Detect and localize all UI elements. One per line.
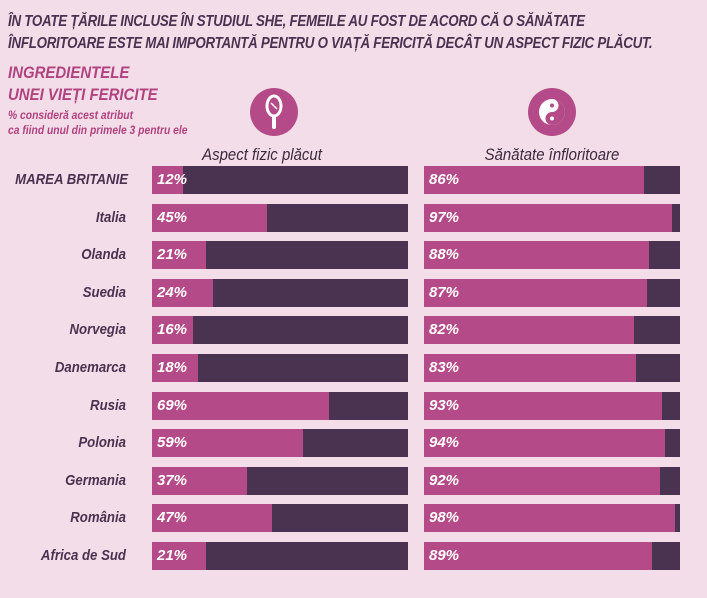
data-label: 69% — [157, 396, 188, 414]
headline: ÎN TOATE ȚĂRILE INCLUSE ÎN STUDIUL SHE, … — [8, 11, 653, 55]
country-label: Germania — [65, 471, 126, 489]
bar-track: 98% — [424, 504, 680, 533]
column-header-aspect: Aspect fizic plăcut — [202, 145, 322, 164]
bar-track: 37% — [152, 466, 408, 495]
bar-fill — [152, 542, 206, 570]
bar-track: 59% — [152, 429, 408, 458]
yin-yang-icon — [528, 88, 576, 136]
bar-fill — [424, 542, 652, 570]
column-header-sanatate: Sănătate înfloritoare — [484, 145, 620, 164]
data-label: 83% — [429, 359, 460, 376]
data-label: 88% — [429, 246, 460, 264]
bar-fill — [152, 166, 183, 194]
bar-fill — [152, 241, 206, 270]
country-label: România — [70, 509, 126, 527]
bar-track: 18% — [152, 354, 408, 382]
data-label: 87% — [429, 283, 460, 301]
country-label: MAREA BRITANIE — [15, 171, 129, 188]
bar-fill — [424, 354, 637, 382]
data-label: 97% — [429, 208, 460, 226]
data-label: 21% — [157, 547, 188, 564]
data-label: 12% — [157, 171, 188, 188]
subtitle: INGREDIENTELE UNEI VIEȚI FERICITE — [8, 62, 158, 106]
data-label: 18% — [157, 359, 188, 376]
bar-track: 47% — [152, 504, 408, 533]
country-label: Italia — [95, 208, 126, 226]
data-label: 86% — [429, 171, 460, 188]
bar-fill — [424, 391, 663, 420]
bar-fill — [424, 504, 675, 533]
data-label: 89% — [429, 547, 460, 564]
bar-track: 16% — [152, 316, 408, 345]
bar-track: 21% — [152, 241, 408, 270]
bar-fill — [424, 429, 665, 458]
data-label: 82% — [429, 321, 460, 339]
bar-fill — [152, 203, 268, 232]
bar-fill — [152, 429, 304, 458]
bar-track: 89% — [424, 542, 680, 570]
data-label: 94% — [429, 434, 460, 452]
bar-fill — [152, 504, 273, 533]
bar-fill — [424, 166, 645, 194]
bar-fill — [424, 316, 634, 345]
bar-track: 21% — [152, 542, 408, 570]
data-label: 92% — [429, 471, 460, 489]
data-label: 47% — [157, 509, 188, 527]
country-label: Suedia — [82, 283, 126, 301]
bar-fill — [152, 278, 214, 307]
bar-track: 88% — [424, 241, 680, 270]
bar-fill — [424, 278, 647, 307]
bar-track: 92% — [424, 466, 680, 495]
bar-track: 87% — [424, 278, 680, 307]
bar-track: 94% — [424, 429, 680, 458]
bar-track: 12% — [152, 166, 408, 194]
bar-fill — [152, 466, 247, 495]
bar-track: 45% — [152, 203, 408, 232]
bar-track: 24% — [152, 278, 408, 307]
bar-fill — [152, 316, 193, 345]
bar-track: 83% — [424, 354, 680, 382]
bar-fill — [152, 391, 329, 420]
data-label: 59% — [157, 434, 188, 452]
bar-track: 93% — [424, 391, 680, 420]
note-line: ca fiind unul din primele 3 pentru ele — [8, 123, 188, 137]
note-line: % consideră acest atribut — [8, 108, 134, 122]
country-label: Africa de Sud — [40, 547, 126, 564]
bar-track: 86% — [424, 166, 680, 194]
data-label: 93% — [429, 396, 460, 414]
bar-track: 82% — [424, 316, 680, 345]
bar-fill — [424, 203, 673, 232]
country-label: Danemarca — [54, 359, 126, 376]
data-label: 21% — [157, 246, 188, 264]
data-label: 98% — [429, 509, 460, 527]
bar-fill — [424, 466, 660, 495]
data-label: 37% — [157, 471, 188, 489]
subtitle-line: UNEI VIEȚI FERICITE — [8, 85, 158, 104]
country-label: Norvegia — [69, 321, 126, 339]
headline-line: ÎNFLORITOARE ESTE MAI IMPORTANTĂ PENTRU … — [8, 35, 653, 52]
bar-track: 97% — [424, 203, 680, 232]
subtitle-line: INGREDIENTELE — [8, 63, 130, 82]
data-label: 45% — [157, 208, 188, 226]
bar-fill — [424, 241, 650, 270]
country-label: Olanda — [81, 246, 126, 264]
headline-line: ÎN TOATE ȚĂRILE INCLUSE ÎN STUDIUL SHE, … — [8, 13, 585, 30]
data-label: 24% — [157, 283, 188, 301]
note: % consideră acest atribut ca fiind unul d… — [8, 108, 187, 138]
bar-track: 69% — [152, 391, 408, 420]
hand-mirror-icon — [250, 88, 298, 136]
bar-fill — [152, 354, 199, 382]
data-label: 16% — [157, 321, 188, 339]
country-label: Polonia — [78, 434, 126, 452]
country-label: Rusia — [90, 396, 126, 414]
